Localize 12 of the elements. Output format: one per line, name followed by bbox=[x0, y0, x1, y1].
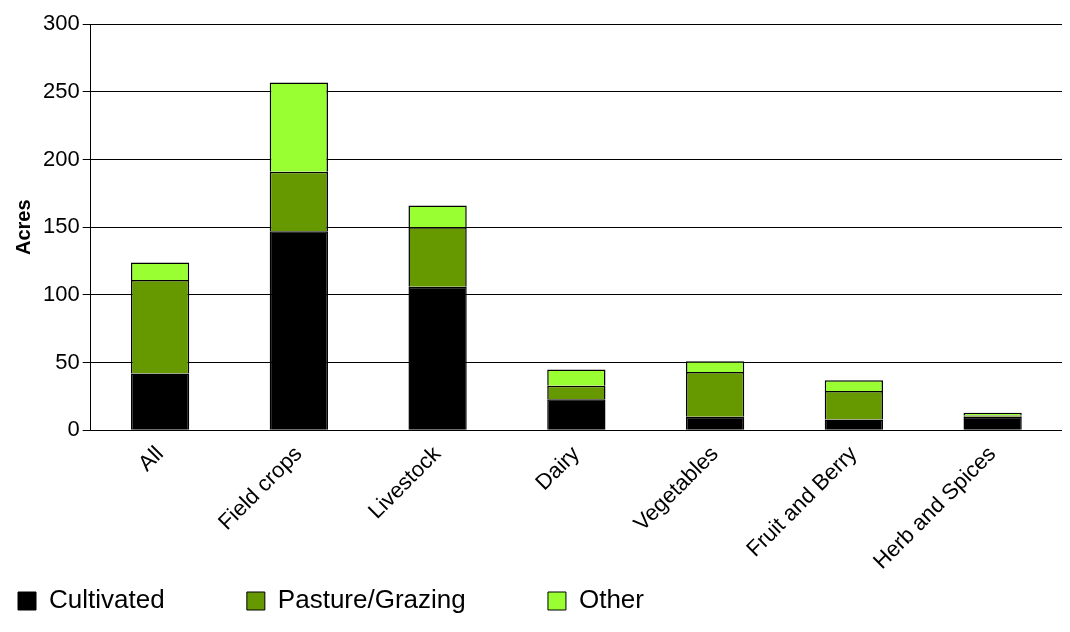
legend-label: Cultivated bbox=[49, 584, 237, 615]
y-tick-label: 200 bbox=[42, 145, 80, 171]
y-tick-label: 0 bbox=[67, 416, 80, 442]
y-tick-label: 150 bbox=[42, 213, 80, 239]
y-tick-label: 250 bbox=[42, 77, 80, 103]
legend-label: Pasture/Grazing bbox=[277, 584, 538, 615]
x-tick-label: All bbox=[132, 440, 168, 476]
y-tick-label: 100 bbox=[42, 281, 80, 307]
y-tick-label: 300 bbox=[42, 10, 80, 36]
y-tick-label: 50 bbox=[55, 348, 80, 374]
y-axis-title: Acres bbox=[11, 199, 34, 256]
legend-label: Other bbox=[578, 584, 717, 615]
